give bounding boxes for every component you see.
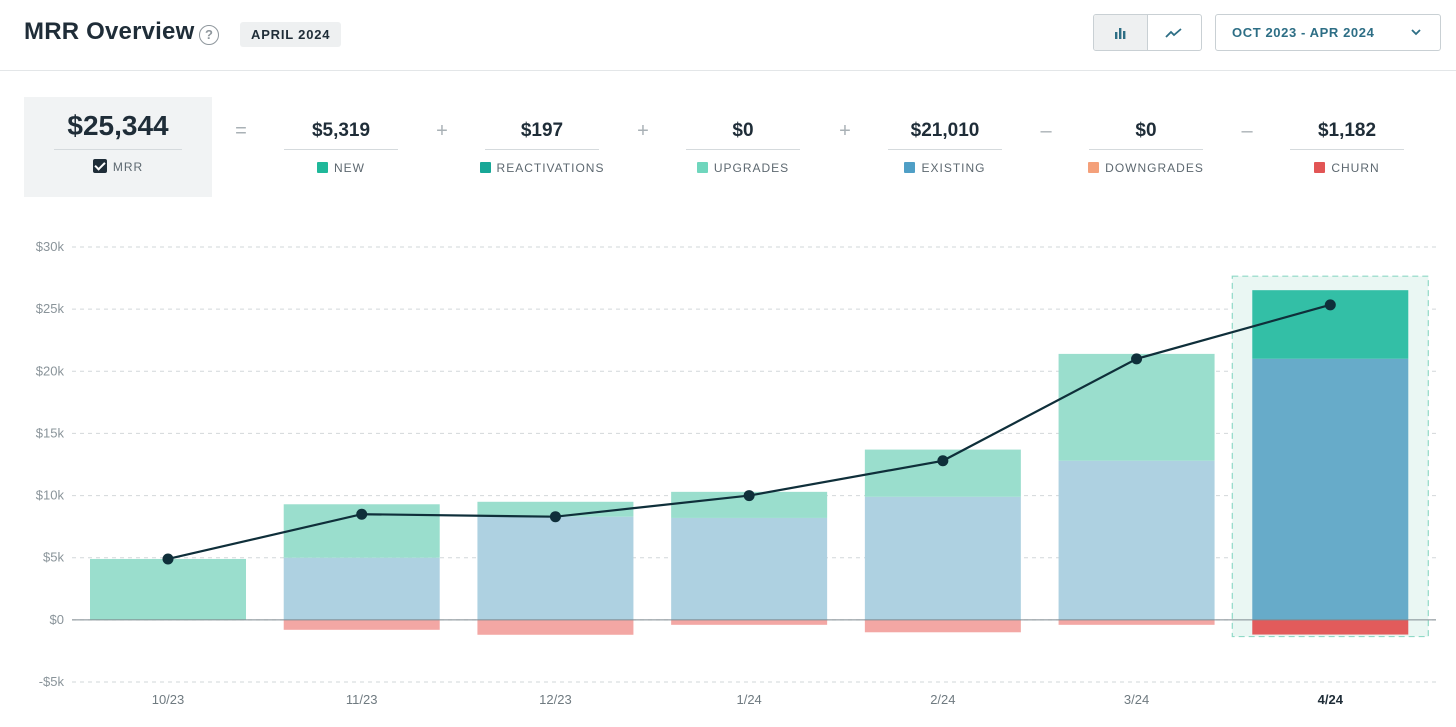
component-new[interactable]: $5,319 NEW xyxy=(266,97,416,197)
date-range-value: OCT 2023 - APR 2024 xyxy=(1232,25,1375,40)
y-tick-label: $15k xyxy=(36,425,65,440)
component-label: CHURN xyxy=(1331,161,1380,175)
divider xyxy=(888,149,1002,150)
mrr-value: $25,344 xyxy=(67,110,169,141)
bar-churn xyxy=(864,619,1021,633)
bar-new xyxy=(1058,353,1215,461)
line-chart-icon xyxy=(1165,27,1182,38)
bar-existing xyxy=(864,496,1021,620)
legend-swatch-icon xyxy=(1314,162,1326,173)
y-tick-label: $25k xyxy=(36,301,65,316)
operator-plus: + xyxy=(436,120,448,142)
legend-swatch-icon xyxy=(317,162,328,173)
x-tick-label: 3/24 xyxy=(1124,692,1149,707)
question-circle-icon[interactable]: ? xyxy=(199,25,219,45)
y-tick-label: $20k xyxy=(36,363,65,378)
divider xyxy=(54,149,182,150)
mrr-point xyxy=(937,455,949,467)
bar-churn xyxy=(477,619,634,635)
component-reactivations[interactable]: $197 REACTIVATIONS xyxy=(467,97,617,197)
component-downgrades[interactable]: $0 DOWNGRADES xyxy=(1071,97,1221,197)
x-tick-label: 2/24 xyxy=(930,692,955,707)
divider xyxy=(1089,149,1203,150)
component-label: UPGRADES xyxy=(713,161,790,175)
bar-existing xyxy=(283,557,440,620)
period-badge: APRIL 2024 xyxy=(240,22,342,47)
component-upgrades[interactable]: $0 UPGRADES xyxy=(668,97,818,197)
bar-existing xyxy=(1058,460,1215,620)
operator-minus: – xyxy=(1241,120,1253,142)
operator-plus: + xyxy=(637,120,649,142)
mrr-point xyxy=(1324,299,1336,311)
divider xyxy=(485,149,599,150)
bar-churn xyxy=(1252,619,1409,635)
component-churn[interactable]: $1,182 CHURN xyxy=(1272,97,1422,197)
component-value: $0 xyxy=(732,120,754,141)
legend-swatch-icon xyxy=(696,162,708,173)
chart-view-toggle xyxy=(1093,14,1202,51)
y-tick-label: -$5k xyxy=(39,674,65,689)
legend-swatch-icon xyxy=(904,162,916,173)
bar-existing xyxy=(1252,358,1409,620)
page-title: MRR Overview xyxy=(24,18,195,45)
x-tick-label: 4/24 xyxy=(1318,692,1344,707)
y-tick-label: $10k xyxy=(36,488,65,503)
date-range-select[interactable]: OCT 2023 - APR 2024 xyxy=(1215,14,1441,51)
operator-equals: = xyxy=(235,120,247,142)
component-label: DOWNGRADES xyxy=(1105,161,1204,175)
mrr-point xyxy=(356,508,368,520)
x-tick-label: 1/24 xyxy=(736,692,761,707)
operator-plus: + xyxy=(839,120,851,142)
page-header: MRR Overview ? APRIL 2024 OCT 2023 - APR… xyxy=(0,0,1456,71)
component-value: $5,319 xyxy=(311,120,371,141)
bar-churn xyxy=(283,619,440,630)
bar-chart-icon xyxy=(1115,27,1126,39)
line-view-button[interactable] xyxy=(1148,15,1202,50)
bar-existing xyxy=(671,517,828,620)
mrr-point xyxy=(1131,353,1143,365)
x-tick-label: 11/23 xyxy=(346,692,378,707)
mrr-chart: -$5k $0 $5k $10k $15k $20k $25k $30k 10/23 11/23 1… xyxy=(36,239,1436,707)
legend-swatch-icon xyxy=(1088,162,1100,173)
divider xyxy=(686,149,800,150)
bar-churn xyxy=(1058,619,1215,625)
legend-swatch-icon xyxy=(479,162,491,173)
divider xyxy=(1290,149,1404,150)
component-existing[interactable]: $21,010 EXISTING xyxy=(870,97,1020,197)
bar-churn xyxy=(671,619,828,625)
component-label: NEW xyxy=(334,161,365,175)
mrr-point xyxy=(549,511,561,523)
y-tick-label: $30k xyxy=(36,239,65,254)
component-value: $21,010 xyxy=(910,120,980,141)
component-value: $0 xyxy=(1135,120,1157,141)
mrr-label: MRR xyxy=(112,160,144,174)
mrr-point xyxy=(162,553,174,565)
x-tick-label: 12/23 xyxy=(539,692,572,707)
y-tick-label: $0 xyxy=(50,612,64,627)
checkbox-checked-icon[interactable] xyxy=(92,159,107,173)
bar-view-button[interactable] xyxy=(1094,15,1148,50)
bar-existing xyxy=(477,516,634,620)
mrr-total-card: $25,344 MRR xyxy=(24,97,212,197)
y-tick-label: $5k xyxy=(43,550,64,565)
chevron-down-icon xyxy=(1411,29,1421,36)
mrr-point xyxy=(743,490,755,502)
component-value: $1,182 xyxy=(1317,120,1377,141)
component-label: EXISTING xyxy=(921,161,986,175)
bar-new xyxy=(90,558,246,620)
divider xyxy=(284,149,398,150)
operator-minus: – xyxy=(1040,120,1052,142)
component-value: $197 xyxy=(520,120,564,141)
x-tick-label: 10/23 xyxy=(152,692,185,707)
component-label: REACTIVATIONS xyxy=(496,161,605,175)
mrr-toggle[interactable]: MRR xyxy=(24,159,212,174)
